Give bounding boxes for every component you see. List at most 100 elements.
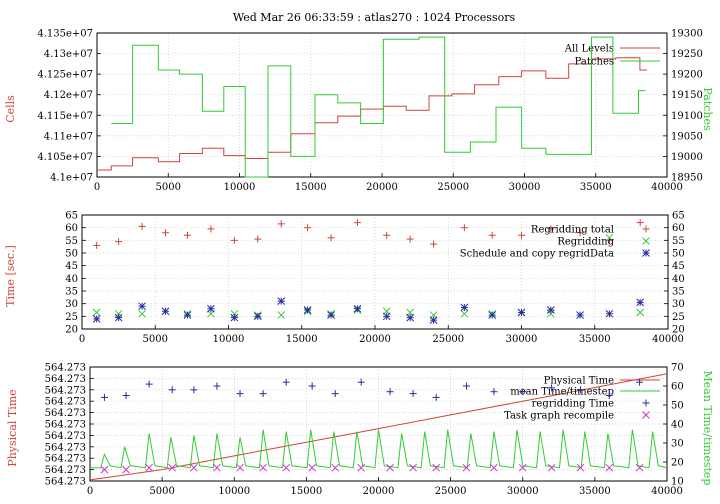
data-point — [635, 463, 644, 472]
data-point — [409, 463, 417, 472]
data-point — [605, 233, 614, 242]
x-tick-label: 25000 — [435, 486, 467, 497]
data-point — [190, 386, 198, 394]
y-tick-label: 60 — [65, 223, 78, 234]
data-point — [432, 393, 440, 401]
y-tick-label: 35 — [65, 287, 78, 298]
y2-tick-label: 20 — [671, 458, 684, 469]
y2-tick-label: 50 — [671, 401, 684, 412]
y-tick-label: 4.1e+07 — [50, 173, 93, 184]
y2-tick-label: 50 — [672, 249, 685, 260]
data-point — [406, 313, 415, 322]
data-point — [488, 231, 496, 239]
data-point — [308, 382, 316, 390]
data-point — [327, 311, 335, 319]
y-tick-label: 4.13e+07 — [44, 49, 93, 60]
x-tick-label: 20000 — [363, 486, 395, 497]
data-point — [230, 236, 238, 244]
y2-tick-label: 19100 — [671, 111, 703, 122]
data-point — [460, 224, 468, 232]
y-tick-label: 4.105e+07 — [37, 152, 93, 163]
y-tick-label: 564.273 — [45, 454, 86, 465]
y2-tick-label: 60 — [672, 223, 685, 234]
data-point — [236, 463, 244, 472]
physical-time-chart: 0 5000 10000 15000 20000 25000 30000 35000 40000… — [6, 363, 714, 498]
data-point — [517, 308, 526, 317]
x-tick-label: 20000 — [366, 182, 398, 193]
x-tick-label: 5000 — [143, 334, 168, 345]
data-point — [605, 463, 614, 472]
data-point — [303, 306, 312, 314]
x-tick-label: 30000 — [507, 486, 539, 497]
x-tick-label: 0 — [87, 486, 93, 497]
figure-title: Wed Mar 26 06:33:59 : atlas270 : 1024 Pr… — [233, 11, 516, 24]
legend-label: Physical Time — [544, 376, 614, 387]
y-tick-label: 4.115e+07 — [37, 111, 93, 122]
data-point — [138, 302, 146, 311]
data-point — [145, 380, 153, 388]
legend-label: regridding Time — [532, 399, 614, 410]
data-point — [462, 382, 470, 390]
data-point — [331, 463, 340, 472]
x-tick-label: 10000 — [218, 486, 250, 497]
y-tick-label: 564.273 — [45, 465, 86, 476]
data-point — [636, 378, 644, 386]
data-point — [122, 392, 130, 399]
x-tick-label: 5000 — [156, 182, 181, 193]
data-point — [236, 390, 244, 398]
x-tick-label: 30000 — [509, 182, 541, 193]
data-point — [357, 378, 365, 386]
data-point — [576, 311, 584, 319]
data-point — [213, 382, 221, 390]
data-point — [462, 463, 471, 472]
data-point — [406, 235, 414, 243]
y-tick-label: 50 — [65, 249, 78, 260]
data-point — [114, 309, 123, 318]
y-tick-label: 4.11e+07 — [44, 131, 93, 142]
y-tick-label: 564.273 — [45, 385, 86, 396]
legend-label: Regridding — [557, 237, 614, 248]
legend-label: mean Time/timestep — [510, 387, 614, 398]
y-tick-label: 40 — [65, 274, 78, 285]
data-point — [207, 225, 215, 233]
data-point — [636, 219, 644, 227]
data-point — [382, 312, 391, 321]
data-point — [253, 312, 262, 321]
series-line — [111, 36, 646, 178]
data-point — [546, 309, 555, 318]
data-point — [331, 390, 339, 398]
x-tick-label: 20000 — [359, 334, 391, 345]
y2-tick-label: 35 — [672, 287, 685, 298]
y2-tick-label: 25 — [672, 312, 685, 323]
x-tick-label: 35000 — [579, 334, 611, 345]
data-point — [409, 390, 417, 398]
x-tick-label: 35000 — [580, 182, 612, 193]
legend-label: Task graph recompile — [504, 411, 614, 422]
y2-tick-label: 55 — [672, 236, 685, 247]
x-tick-label: 40000 — [652, 334, 684, 345]
data-point — [546, 306, 555, 314]
data-point — [114, 313, 123, 322]
x-tick-label: 30000 — [506, 334, 538, 345]
y-tick-label: 4.125e+07 — [37, 70, 93, 81]
data-point — [432, 463, 441, 472]
y-tick-label: 564.273 — [45, 477, 86, 488]
legend-swatch — [642, 225, 650, 233]
legend-label: All Levels — [564, 44, 614, 55]
y2-tick-label: 30 — [671, 439, 684, 450]
x-tick-label: 0 — [79, 334, 85, 345]
y2-tick-label: 19300 — [671, 29, 703, 40]
data-point — [183, 311, 192, 319]
y-tick-label: 4.12e+07 — [44, 90, 93, 101]
legend-label: Patches — [575, 57, 614, 68]
y2-tick-label: 70 — [671, 363, 684, 374]
data-point — [430, 240, 438, 248]
data-point — [277, 311, 286, 319]
data-point — [519, 388, 527, 396]
data-point — [162, 229, 170, 237]
data-point — [518, 463, 527, 472]
legend-swatch — [642, 399, 650, 407]
y-tick-label: 564.273 — [45, 374, 86, 385]
data-point — [386, 463, 394, 472]
